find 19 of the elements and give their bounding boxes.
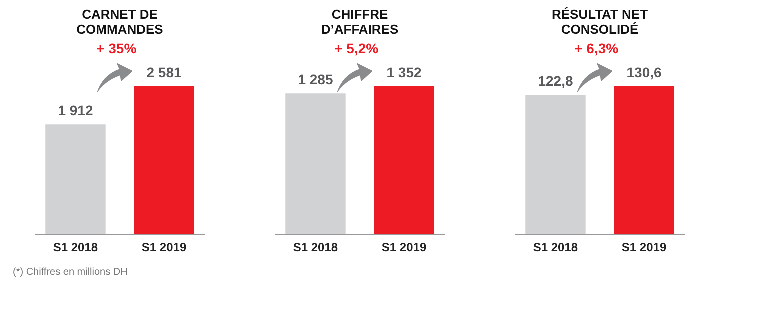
text: + 6,3% [574,40,620,56]
chart-title: CHIFFRE D’AFFAIRES [321,7,399,37]
chart-title: RÉSULTAT NET CONSOLIDÉ [552,7,648,37]
data-label: 122,8 [538,73,574,90]
data-label: 1 285 [298,72,334,88]
data-label: 130,6 [626,64,662,80]
x-tick-label: S1 2019 [142,240,187,254]
data-label: 1 912 [58,102,94,119]
data-label: 1 352 [386,64,422,80]
data-label: 2 581 [146,64,182,80]
text: + 35% [96,40,138,56]
chart-title: CARNET DE COMMANDES [76,7,164,37]
x-tick-label: S1 2018 [533,240,578,254]
x-tick-label: S1 2018 [293,240,338,254]
text: + 5,2% [334,40,380,56]
x-tick-label: S1 2018 [53,240,98,254]
text: (*) Chiffres en millions DH [13,267,128,278]
x-tick-label: S1 2019 [622,240,667,254]
x-tick-label: S1 2019 [382,240,427,254]
